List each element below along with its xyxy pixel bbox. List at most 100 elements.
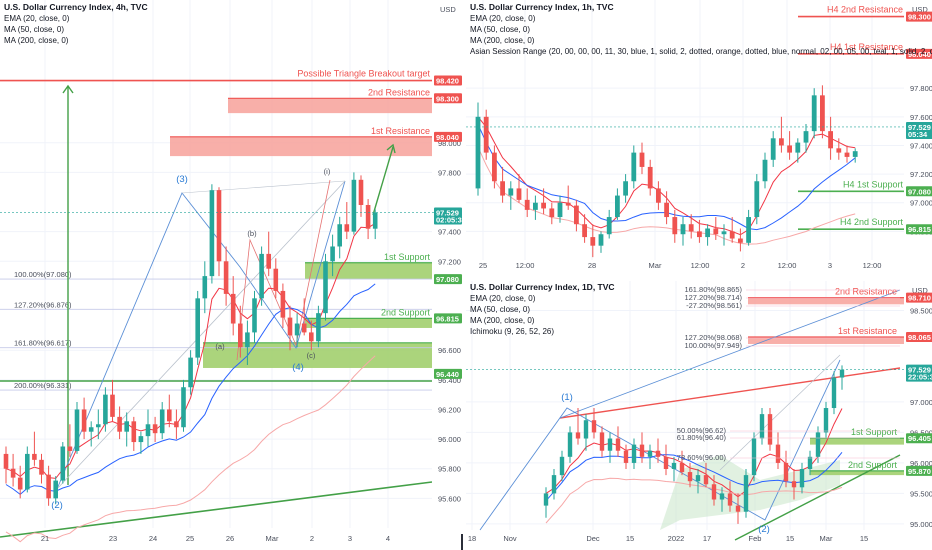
candle-up xyxy=(543,493,549,506)
candle-down xyxy=(358,179,364,205)
candle-up xyxy=(583,420,589,439)
panel-4h-zone-labels: Possible Triangle Breakout target 2nd Res… xyxy=(297,69,430,318)
y-tick-label: 95.500 xyxy=(910,489,932,498)
candle-up xyxy=(316,313,321,342)
candle-up xyxy=(623,181,628,196)
candle-down xyxy=(67,446,73,451)
ema-20-line xyxy=(5,222,376,479)
price-tag xyxy=(434,368,462,379)
price-tag xyxy=(906,465,932,476)
panel-1d-time-axis[interactable]: 18 Nov Dec 15 2022 17 Feb 15 Mar 15 xyxy=(468,534,868,543)
panel-4h-moving-averages xyxy=(5,222,376,543)
candle-up xyxy=(337,224,342,247)
candle-down xyxy=(779,138,784,146)
panel-1h-time-axis[interactable]: 25 12:00 28 Mar 12:00 2 12:00 3 12:00 xyxy=(479,261,882,270)
y-tick-label: 96.000 xyxy=(910,459,932,468)
candle-up xyxy=(751,438,757,476)
candle-up xyxy=(25,453,30,490)
zone-label: 1st Resistance xyxy=(838,326,897,336)
candle-down xyxy=(647,166,653,189)
panel-4h-time-axis[interactable]: 21 23 24 25 26 Mar 2 3 4 xyxy=(41,534,390,543)
panel-1d-price-axis[interactable]: USD 98.500 97.000 96.500 96.000 95.500 95.000 xyxy=(904,281,932,538)
y-tick-label: 95.600 xyxy=(438,494,461,503)
candle-up xyxy=(671,462,677,470)
y-tick-label: 98.000 xyxy=(438,139,461,148)
y-tick-label: 95.800 xyxy=(438,465,461,474)
candle-down xyxy=(81,409,87,432)
abc-correction-path xyxy=(236,179,331,361)
candle-down xyxy=(738,238,743,243)
candle-down xyxy=(727,493,733,506)
elliott-wave-label: (1) xyxy=(561,392,573,403)
x-tick-label: Dec xyxy=(586,534,600,543)
panel-1h-candles xyxy=(475,85,858,258)
x-tick-label: 12:00 xyxy=(778,261,797,270)
fib-annotation: 161.80%(98.865) xyxy=(684,285,742,294)
candle-up xyxy=(607,438,613,451)
channel-line xyxy=(559,289,901,419)
level-label: H4 1st Support xyxy=(843,179,904,189)
panel-1d-candles xyxy=(543,365,845,524)
x-tick-label: 28 xyxy=(588,261,596,270)
panel-1d[interactable]: 2nd Resistance 1st Resistance 1st Support 2… xyxy=(466,281,932,543)
elliott-wave-label: (4) xyxy=(292,362,304,373)
y-tick-label: 97.400 xyxy=(910,141,932,150)
y-tick-label: 97.000 xyxy=(910,398,932,407)
candle-up xyxy=(351,179,357,232)
candle-up xyxy=(53,480,58,499)
panel-4h-price-axis[interactable]: USD98.00097.80097.40097.20096.60096.4009… xyxy=(432,0,932,534)
panel-1d-gridlines xyxy=(466,281,904,530)
x-tick-label: 3 xyxy=(828,261,832,270)
zone-label: 2nd Resistance xyxy=(835,287,897,297)
candle-down xyxy=(729,231,735,239)
panel-1h-zones xyxy=(798,15,904,231)
correction-wave-label: (a) xyxy=(215,342,225,351)
elliott-wave-label: (2) xyxy=(758,524,770,535)
indicator-legend-item: MA (200, close, 0) xyxy=(470,316,535,325)
channel-line xyxy=(56,180,346,490)
price-tag-value: 98.040 xyxy=(908,50,931,59)
panel-4h-legend: U.S. Dollar Currency Index, 4h, TVC EMA (… xyxy=(4,2,148,45)
candle-down xyxy=(230,293,236,324)
elliott-wave-label: (3) xyxy=(176,174,188,185)
candle-down xyxy=(524,199,530,210)
price-tag-value: 98.300 xyxy=(908,13,931,22)
x-tick-label: 17 xyxy=(703,534,711,543)
fib-annotation: 127.20%(98.068) xyxy=(684,333,742,342)
price-tag xyxy=(906,11,932,22)
resistance-zone xyxy=(170,136,432,157)
candle-up xyxy=(799,469,805,488)
candle-down xyxy=(483,116,489,153)
price-tag xyxy=(906,364,932,382)
candle-up xyxy=(551,475,557,494)
candle-up xyxy=(372,212,378,229)
y-tick-label: 97.200 xyxy=(910,170,932,179)
price-tag-countdown: 05:34 xyxy=(908,130,928,139)
candle-up xyxy=(631,444,637,463)
candle-up xyxy=(533,202,538,210)
x-tick-label: 3 xyxy=(348,534,352,543)
panel-1h[interactable]: H4 2nd Resistance H4 1st Resistance H4 1st… xyxy=(466,0,932,270)
currency-label: USD xyxy=(912,286,928,295)
candle-down xyxy=(39,459,44,475)
candle-down xyxy=(615,438,621,451)
x-tick-label: Feb xyxy=(749,534,762,543)
candle-up xyxy=(823,408,829,433)
x-tick-label: 12:00 xyxy=(691,261,710,270)
candle-down xyxy=(672,217,678,235)
candle-down xyxy=(775,444,781,463)
candle-up xyxy=(721,231,727,235)
price-tag-value: 96.405 xyxy=(908,434,931,443)
price-tag-value: 98.710 xyxy=(908,294,931,303)
price-tag-value: 97.529 xyxy=(908,366,931,375)
fib-annotation: 61.80%(96.40) xyxy=(677,433,727,442)
candle-down xyxy=(287,317,293,336)
y-tick-label: 97.200 xyxy=(438,257,461,266)
arrow-head-up-icon xyxy=(62,84,74,94)
x-tick-label: 25 xyxy=(479,261,487,270)
price-tag-value: 98.300 xyxy=(436,94,459,103)
price-tag xyxy=(434,93,462,104)
price-tag-value: 98.040 xyxy=(436,133,459,142)
